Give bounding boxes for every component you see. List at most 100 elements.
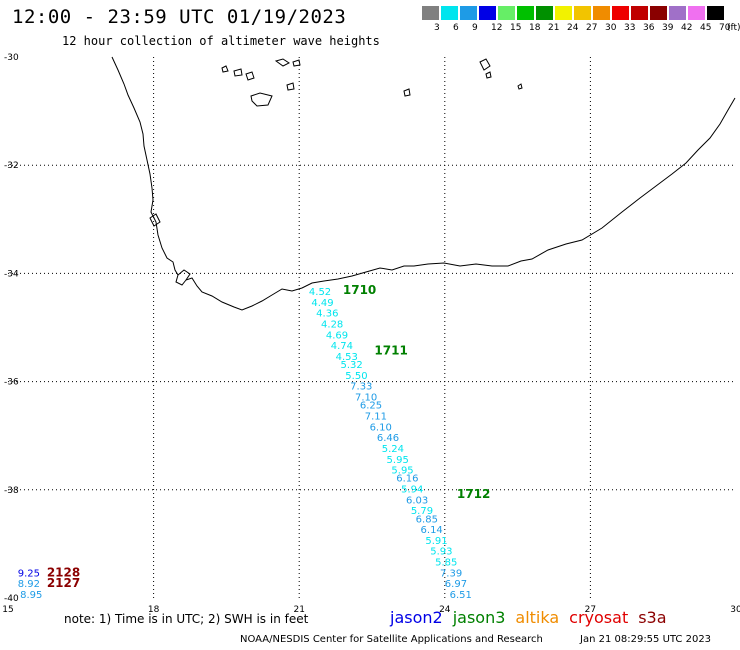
lat-tick-label: -30	[4, 53, 19, 63]
wave-height-label: 6.97	[445, 579, 467, 590]
wave-height-label: 4.52	[309, 287, 331, 298]
scale-swatch-39	[650, 6, 667, 20]
scale-tick-label: 21	[548, 23, 560, 33]
scale-swatch-15	[498, 6, 515, 20]
island-4	[250, 92, 273, 107]
scale-swatch-42	[669, 6, 686, 20]
pass-time-label: 1712	[457, 487, 490, 501]
wave-height-label: 5.93	[430, 547, 452, 558]
wave-height-label: 5.24	[382, 444, 404, 455]
wave-height-observations: 4.524.494.364.284.694.744.535.325.507.33…	[18, 287, 472, 601]
wave-height-label: 7.39	[440, 568, 462, 579]
scale-tick-label: 24	[567, 23, 579, 33]
lat-tick-label: -34	[4, 269, 19, 279]
wave-height-label: 6.03	[406, 495, 428, 506]
wave-height-label: 4.53	[336, 352, 358, 363]
scale-tick-label: 42	[681, 23, 693, 33]
island-9	[479, 58, 491, 71]
wave-height-label: 6.10	[370, 422, 392, 433]
scale-tick-label: 9	[472, 23, 478, 33]
scale-swatch-6	[441, 6, 458, 20]
generation-timestamp: Jan 21 08:29:55 UTC 2023	[580, 634, 712, 645]
map-subtitle: 12 hour collection of altimeter wave hei…	[62, 34, 380, 48]
pass-time-label: 1711	[374, 344, 407, 358]
wave-height-label: 8.92	[18, 579, 40, 590]
pass-time-label: 2128	[47, 565, 80, 579]
scale-swatch-24	[555, 6, 572, 20]
wave-height-label: 4.69	[326, 330, 348, 341]
island-6	[292, 59, 301, 67]
pass-time-label: 1710	[343, 283, 376, 297]
scale-tick-label: 36	[643, 23, 655, 33]
lon-tick-label: 24	[439, 605, 451, 615]
scale-tick-label: 27	[586, 23, 598, 33]
wave-height-label: 6.51	[450, 590, 472, 601]
wave-height-label: 6.14	[421, 525, 443, 536]
wave-height-label: 7.10	[355, 393, 377, 404]
wave-height-label: 5.91	[425, 536, 447, 547]
pass-time-label: 2127	[47, 576, 80, 590]
wave-height-label: 5.95	[391, 466, 413, 477]
scale-tick-label: 33	[624, 23, 636, 33]
wave-height-label: 6.25	[360, 401, 382, 412]
wave-height-label: 5.50	[345, 371, 367, 382]
scale-tick-label: 70	[719, 23, 731, 33]
scale-swatch-36	[631, 6, 648, 20]
island-10	[485, 71, 492, 79]
lat-tick-label: -38	[4, 486, 19, 496]
wave-height-label: 9.25	[18, 568, 40, 579]
wave-height-label: 6.46	[377, 433, 399, 444]
wave-height-label: 7.33	[350, 382, 372, 393]
scale-swatch-45	[688, 6, 705, 20]
satellite-legend-cryosat: cryosat	[569, 608, 629, 627]
scale-unit-label: (ft)	[727, 23, 740, 33]
lat-tick-label: -36	[4, 378, 19, 388]
scale-tick-label: 18	[529, 23, 541, 33]
wave-height-label: 4.28	[321, 320, 343, 331]
false-bay-inlet	[177, 269, 191, 281]
scale-swatch-18	[517, 6, 534, 20]
wave-height-label: 4.36	[316, 309, 338, 320]
wave-height-label: 6.85	[416, 514, 438, 525]
lon-tick-label: 30	[730, 605, 740, 615]
saldanha-bay-inlet	[149, 213, 161, 227]
satellite-legend-jason3: jason3	[452, 608, 506, 627]
scale-tick-label: 12	[491, 23, 503, 33]
scale-swatch-3	[422, 6, 439, 20]
satellite-legend: jason2 jason3 altika cryosat s3a	[390, 608, 677, 627]
island-3	[245, 71, 255, 81]
coastline	[111, 56, 736, 311]
scale-swatch-70	[707, 6, 724, 20]
scale-tick-label: 39	[662, 23, 674, 33]
island-2	[233, 68, 243, 77]
scale-swatch-30	[593, 6, 610, 20]
wave-height-label: 5.32	[340, 360, 362, 371]
south-africa-coastline	[111, 56, 736, 311]
wave-height-label: 5.95	[387, 455, 409, 466]
scale-tick-label: 45	[700, 23, 712, 33]
scale-swatch-9	[460, 6, 477, 20]
island-5	[274, 58, 290, 67]
island-11	[517, 83, 523, 90]
scale-swatch-33	[612, 6, 629, 20]
island-7	[286, 82, 295, 91]
wave-height-label: 4.74	[331, 341, 353, 352]
scale-swatch-12	[479, 6, 496, 20]
map-title: 12:00 - 23:59 UTC 01/19/2023	[12, 6, 347, 28]
scale-swatch-27	[574, 6, 591, 20]
wave-height-label: 5.79	[411, 506, 433, 517]
scale-tick-label: 15	[510, 23, 522, 33]
scale-swatch-21	[536, 6, 553, 20]
lat-lon-grid: 15 18 21 24 27 30 -30 -32 -34 -36 -38 -40	[2, 53, 740, 615]
lat-tick-label: -40	[4, 594, 19, 604]
scale-tick-label: 6	[453, 23, 459, 33]
wave-height-label: 8.95	[20, 590, 42, 601]
island-1	[221, 65, 229, 73]
lon-tick-label: 27	[585, 605, 596, 615]
satellite-legend-altika: altika	[515, 608, 560, 627]
island-8	[403, 88, 411, 97]
satellite-legend-s3a: s3a	[638, 608, 667, 627]
wave-height-label: 4.49	[311, 298, 333, 309]
